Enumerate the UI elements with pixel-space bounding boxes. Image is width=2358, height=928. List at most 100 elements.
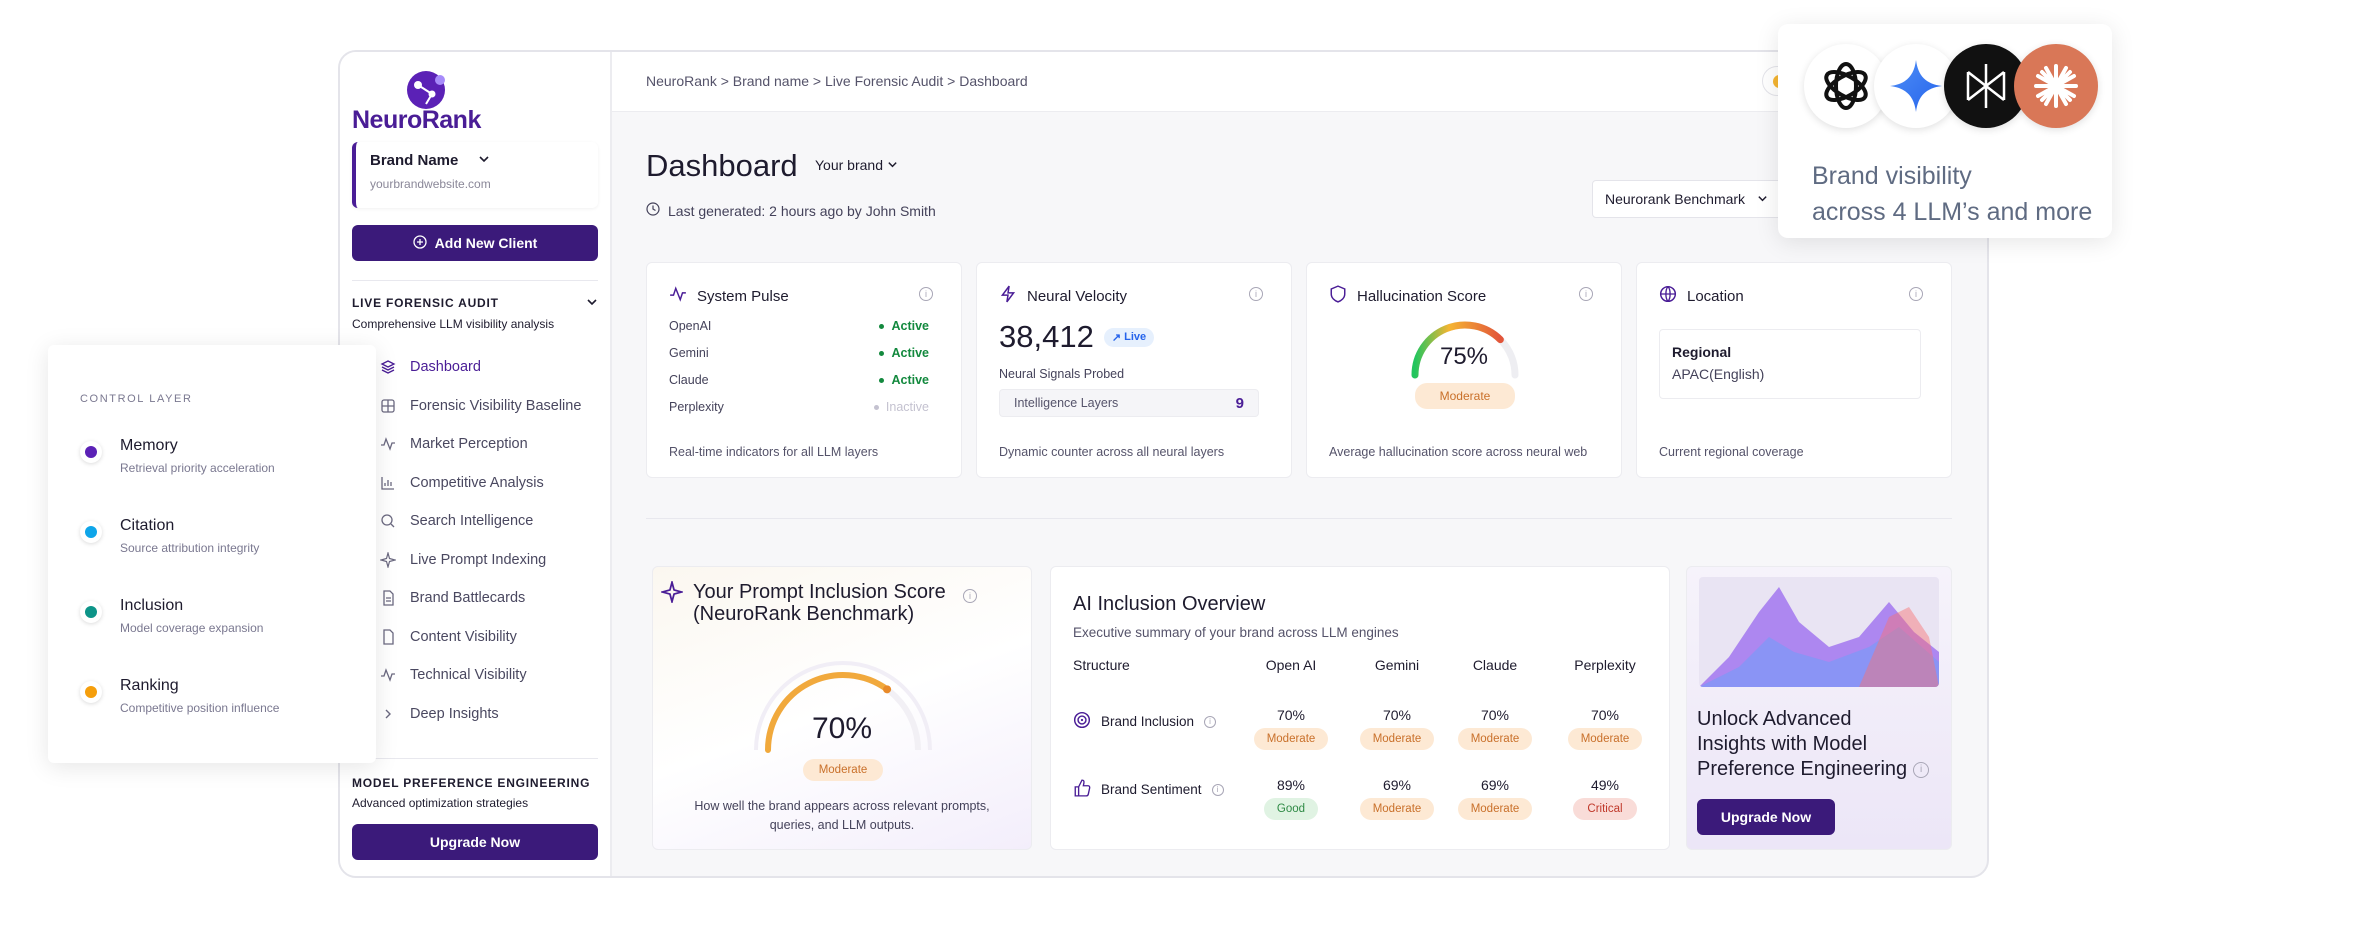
topbar: NeuroRank > Brand name > Live Forensic A… bbox=[612, 52, 1987, 112]
sidebar-nav: Dashboard Forensic Visibility Baseline M… bbox=[380, 348, 600, 733]
prompt-gauge bbox=[754, 661, 932, 753]
divider bbox=[352, 758, 598, 759]
mpe-title: MODEL PREFERENCE ENGINEERING bbox=[352, 776, 591, 790]
card-footer: Real-time indicators for all LLM layers bbox=[669, 445, 879, 459]
neural-velocity-card: Neural Velocity i 38,412 ↗ Live Neural S… bbox=[976, 262, 1292, 478]
prompt-badge: Moderate bbox=[803, 759, 883, 781]
prompt-description: queries, and LLM outputs. bbox=[769, 818, 915, 832]
sparkle-icon bbox=[658, 578, 686, 608]
region-value: APAC(English) bbox=[1672, 366, 1765, 382]
status-badge: Inactive bbox=[873, 400, 929, 414]
column-header: Structure bbox=[1073, 657, 1130, 673]
brand-select[interactable]: Your brand bbox=[815, 157, 898, 173]
sidebar-item-label: Dashboard bbox=[410, 359, 481, 376]
status-badge: Active bbox=[879, 346, 929, 360]
brand-website: yourbrandwebsite.com bbox=[370, 177, 491, 191]
promo-upgrade-button[interactable]: Upgrade Now bbox=[1697, 799, 1835, 835]
sidebar-item-market-perception[interactable]: Market Perception bbox=[380, 425, 600, 464]
page-title: Dashboard bbox=[646, 148, 798, 183]
info-icon[interactable]: i bbox=[1913, 761, 1930, 778]
status-badge: Good bbox=[1264, 798, 1318, 820]
velocity-subtitle: Neural Signals Probed bbox=[999, 367, 1125, 381]
sidebar-item-search-intelligence[interactable]: Search Intelligence bbox=[380, 502, 600, 541]
llm-panel-line2: across 4 LLM’s and more bbox=[1812, 198, 2093, 226]
info-icon[interactable]: i bbox=[1579, 287, 1593, 301]
breadcrumb: NeuroRank > Brand name > Live Forensic A… bbox=[646, 73, 1028, 89]
logo: NeuroRank bbox=[352, 60, 552, 140]
cell-value: 70% bbox=[1276, 707, 1306, 723]
table-cell: 89% Good bbox=[1251, 777, 1331, 820]
bar-chart-icon bbox=[380, 475, 396, 491]
sidebar-item-technical-visibility[interactable]: Technical Visibility bbox=[380, 656, 600, 695]
prompt-value: 70% bbox=[811, 712, 873, 745]
status-badge: Moderate bbox=[1568, 728, 1642, 750]
status-badge: Moderate bbox=[1360, 798, 1434, 820]
sidebar-item-dashboard[interactable]: Dashboard bbox=[380, 348, 600, 387]
audit-section-title: LIVE FORENSIC AUDIT bbox=[352, 296, 499, 310]
sparkle-icon bbox=[380, 551, 396, 568]
upgrade-button[interactable]: Upgrade Now bbox=[352, 824, 598, 860]
mpe-subtitle: Advanced optimization strategies bbox=[352, 796, 529, 810]
promo-title: Unlock Advanced bbox=[1697, 708, 1852, 730]
hallucination-card: Hallucination Score i 75% Moderate Avera… bbox=[1306, 262, 1622, 478]
info-icon[interactable]: i bbox=[963, 589, 977, 603]
sidebar-item-deep-insights[interactable]: Deep Insights bbox=[380, 695, 600, 734]
table-cell: 69% Moderate bbox=[1455, 777, 1535, 820]
search-icon bbox=[380, 513, 396, 529]
row-label: Brand Inclusion bbox=[1101, 714, 1195, 729]
control-layer-title: CONTROL LAYER bbox=[80, 393, 193, 405]
system-pulse-card: System Pulse i OpenAI Active Gemini Active… bbox=[646, 262, 962, 478]
chevron-down-icon bbox=[586, 296, 598, 311]
sidebar-item-content-visibility[interactable]: Content Visibility bbox=[380, 618, 600, 657]
brand-switcher[interactable]: Brand Name yourbrandwebsite.com bbox=[352, 142, 598, 208]
status-badge: Active bbox=[879, 373, 929, 387]
sidebar-item-competitive-analysis[interactable]: Competitive Analysis bbox=[380, 464, 600, 503]
region-label: Regional bbox=[1672, 344, 1732, 360]
column-header: Claude bbox=[1472, 657, 1518, 673]
divider bbox=[646, 518, 1952, 519]
pulse-name: OpenAI bbox=[669, 319, 712, 333]
card-title: Neural Velocity bbox=[1027, 287, 1128, 305]
info-icon[interactable]: i bbox=[919, 287, 933, 301]
cell-value: 89% bbox=[1276, 777, 1306, 793]
promo-upgrade-label: Upgrade Now bbox=[1720, 809, 1812, 825]
info-icon[interactable]: i bbox=[1249, 287, 1263, 301]
sidebar-item-brand-battlecards[interactable]: Brand Battlecards bbox=[380, 579, 600, 618]
grid-icon bbox=[380, 398, 396, 414]
prompt-description: How well the brand appears across releva… bbox=[694, 799, 990, 813]
hallucination-badge: Moderate bbox=[1415, 383, 1515, 409]
chevron-down-icon bbox=[1757, 191, 1768, 207]
sidebar-item-label: Search Intelligence bbox=[410, 513, 534, 530]
add-client-button[interactable]: Add New Client bbox=[352, 225, 598, 261]
target-icon bbox=[1073, 711, 1091, 732]
audit-section[interactable]: LIVE FORENSIC AUDIT Comprehensive LLM vi… bbox=[352, 296, 598, 331]
lightning-icon bbox=[999, 285, 1017, 307]
layers-label: Intelligence Layers bbox=[1014, 396, 1119, 410]
info-icon[interactable]: i bbox=[1909, 287, 1923, 301]
status-badge: Moderate bbox=[1458, 728, 1532, 750]
status-badge: Moderate bbox=[1458, 798, 1532, 820]
activity-icon bbox=[380, 436, 396, 452]
pulse-row-openai: OpenAI Active bbox=[669, 319, 929, 333]
audit-section-subtitle: Comprehensive LLM visibility analysis bbox=[352, 317, 555, 331]
status-badge: Critical bbox=[1573, 798, 1637, 820]
table-cell: 69% Moderate bbox=[1357, 777, 1437, 820]
sidebar-item-label: Live Prompt Indexing bbox=[410, 551, 547, 568]
sidebar-item-live-prompt-indexing[interactable]: Live Prompt Indexing bbox=[380, 541, 600, 580]
mpe-section: MODEL PREFERENCE ENGINEERING Advanced op… bbox=[352, 776, 598, 810]
benchmark-select[interactable]: Neurorank Benchmark bbox=[1592, 180, 1792, 218]
card-title: System Pulse bbox=[697, 287, 789, 305]
claude-icon bbox=[2014, 44, 2098, 128]
info-icon[interactable]: i bbox=[1211, 783, 1224, 796]
cell-value: 69% bbox=[1480, 777, 1510, 793]
cell-value: 49% bbox=[1590, 777, 1620, 793]
llm-visibility-panel: Brand visibility across 4 LLM’s and more bbox=[1778, 24, 2112, 238]
hallucination-value: 75% bbox=[1439, 343, 1489, 370]
control-item-desc: Source attribution integrity bbox=[120, 541, 260, 555]
llm-panel-line1: Brand visibility bbox=[1812, 162, 1972, 190]
sidebar-item-forensic-visibility-baseline[interactable]: Forensic Visibility Baseline bbox=[380, 387, 600, 426]
column-header: Perplexity bbox=[1574, 657, 1636, 673]
add-client-label: Add New Client bbox=[434, 235, 538, 251]
info-icon[interactable]: i bbox=[1204, 715, 1217, 728]
last-generated: Last generated: 2 hours ago by John Smit… bbox=[646, 202, 936, 219]
